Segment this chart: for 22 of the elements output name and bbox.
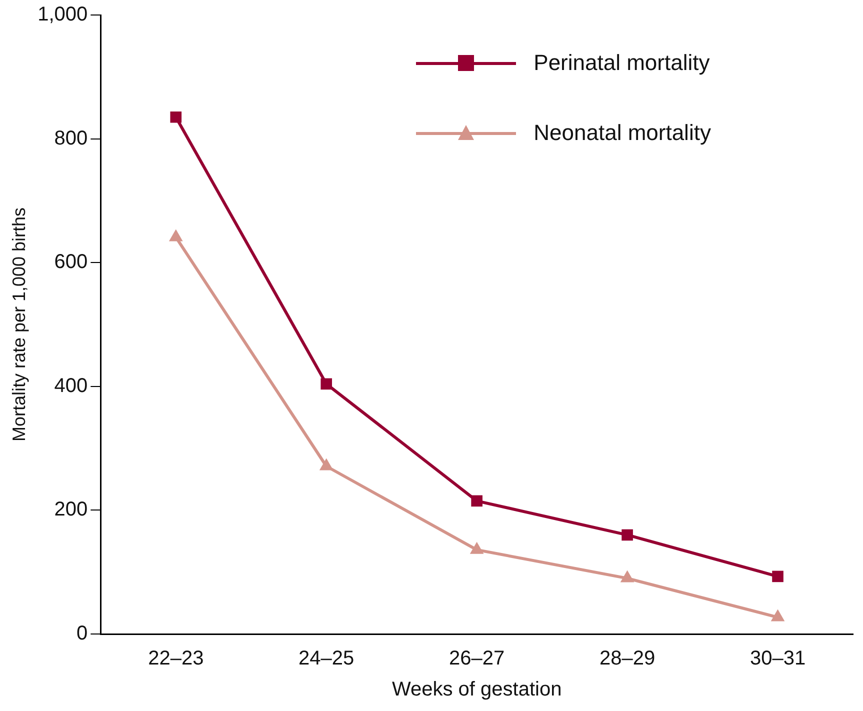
point xyxy=(168,229,183,242)
point xyxy=(170,111,182,123)
x-tick-label: 24–25 xyxy=(298,648,354,670)
point xyxy=(620,570,634,582)
point xyxy=(320,378,332,390)
point xyxy=(470,542,484,554)
x-tick-label: 28–29 xyxy=(599,648,656,670)
x-tick-label: 30–31 xyxy=(750,648,806,670)
y-tick-label: 1,000 xyxy=(38,4,88,26)
legend-label: Neonatal mortality xyxy=(534,120,711,146)
x-axis-title: Weeks of gestation xyxy=(392,678,562,701)
legend-label: Perinatal mortality xyxy=(534,50,710,76)
y-tick-label: 800 xyxy=(54,127,88,150)
point xyxy=(319,458,334,470)
point xyxy=(770,609,785,622)
x-tick-label: 22–23 xyxy=(148,648,204,670)
y-tick-label: 0 xyxy=(76,622,88,645)
y-tick-label: 600 xyxy=(54,251,88,274)
y-axis-title: Mortality rate per 1,000 births xyxy=(8,207,29,442)
x-tick-label: 26–27 xyxy=(449,648,505,670)
y-tick-label: 400 xyxy=(54,374,88,397)
y-tick-label: 200 xyxy=(54,498,88,521)
